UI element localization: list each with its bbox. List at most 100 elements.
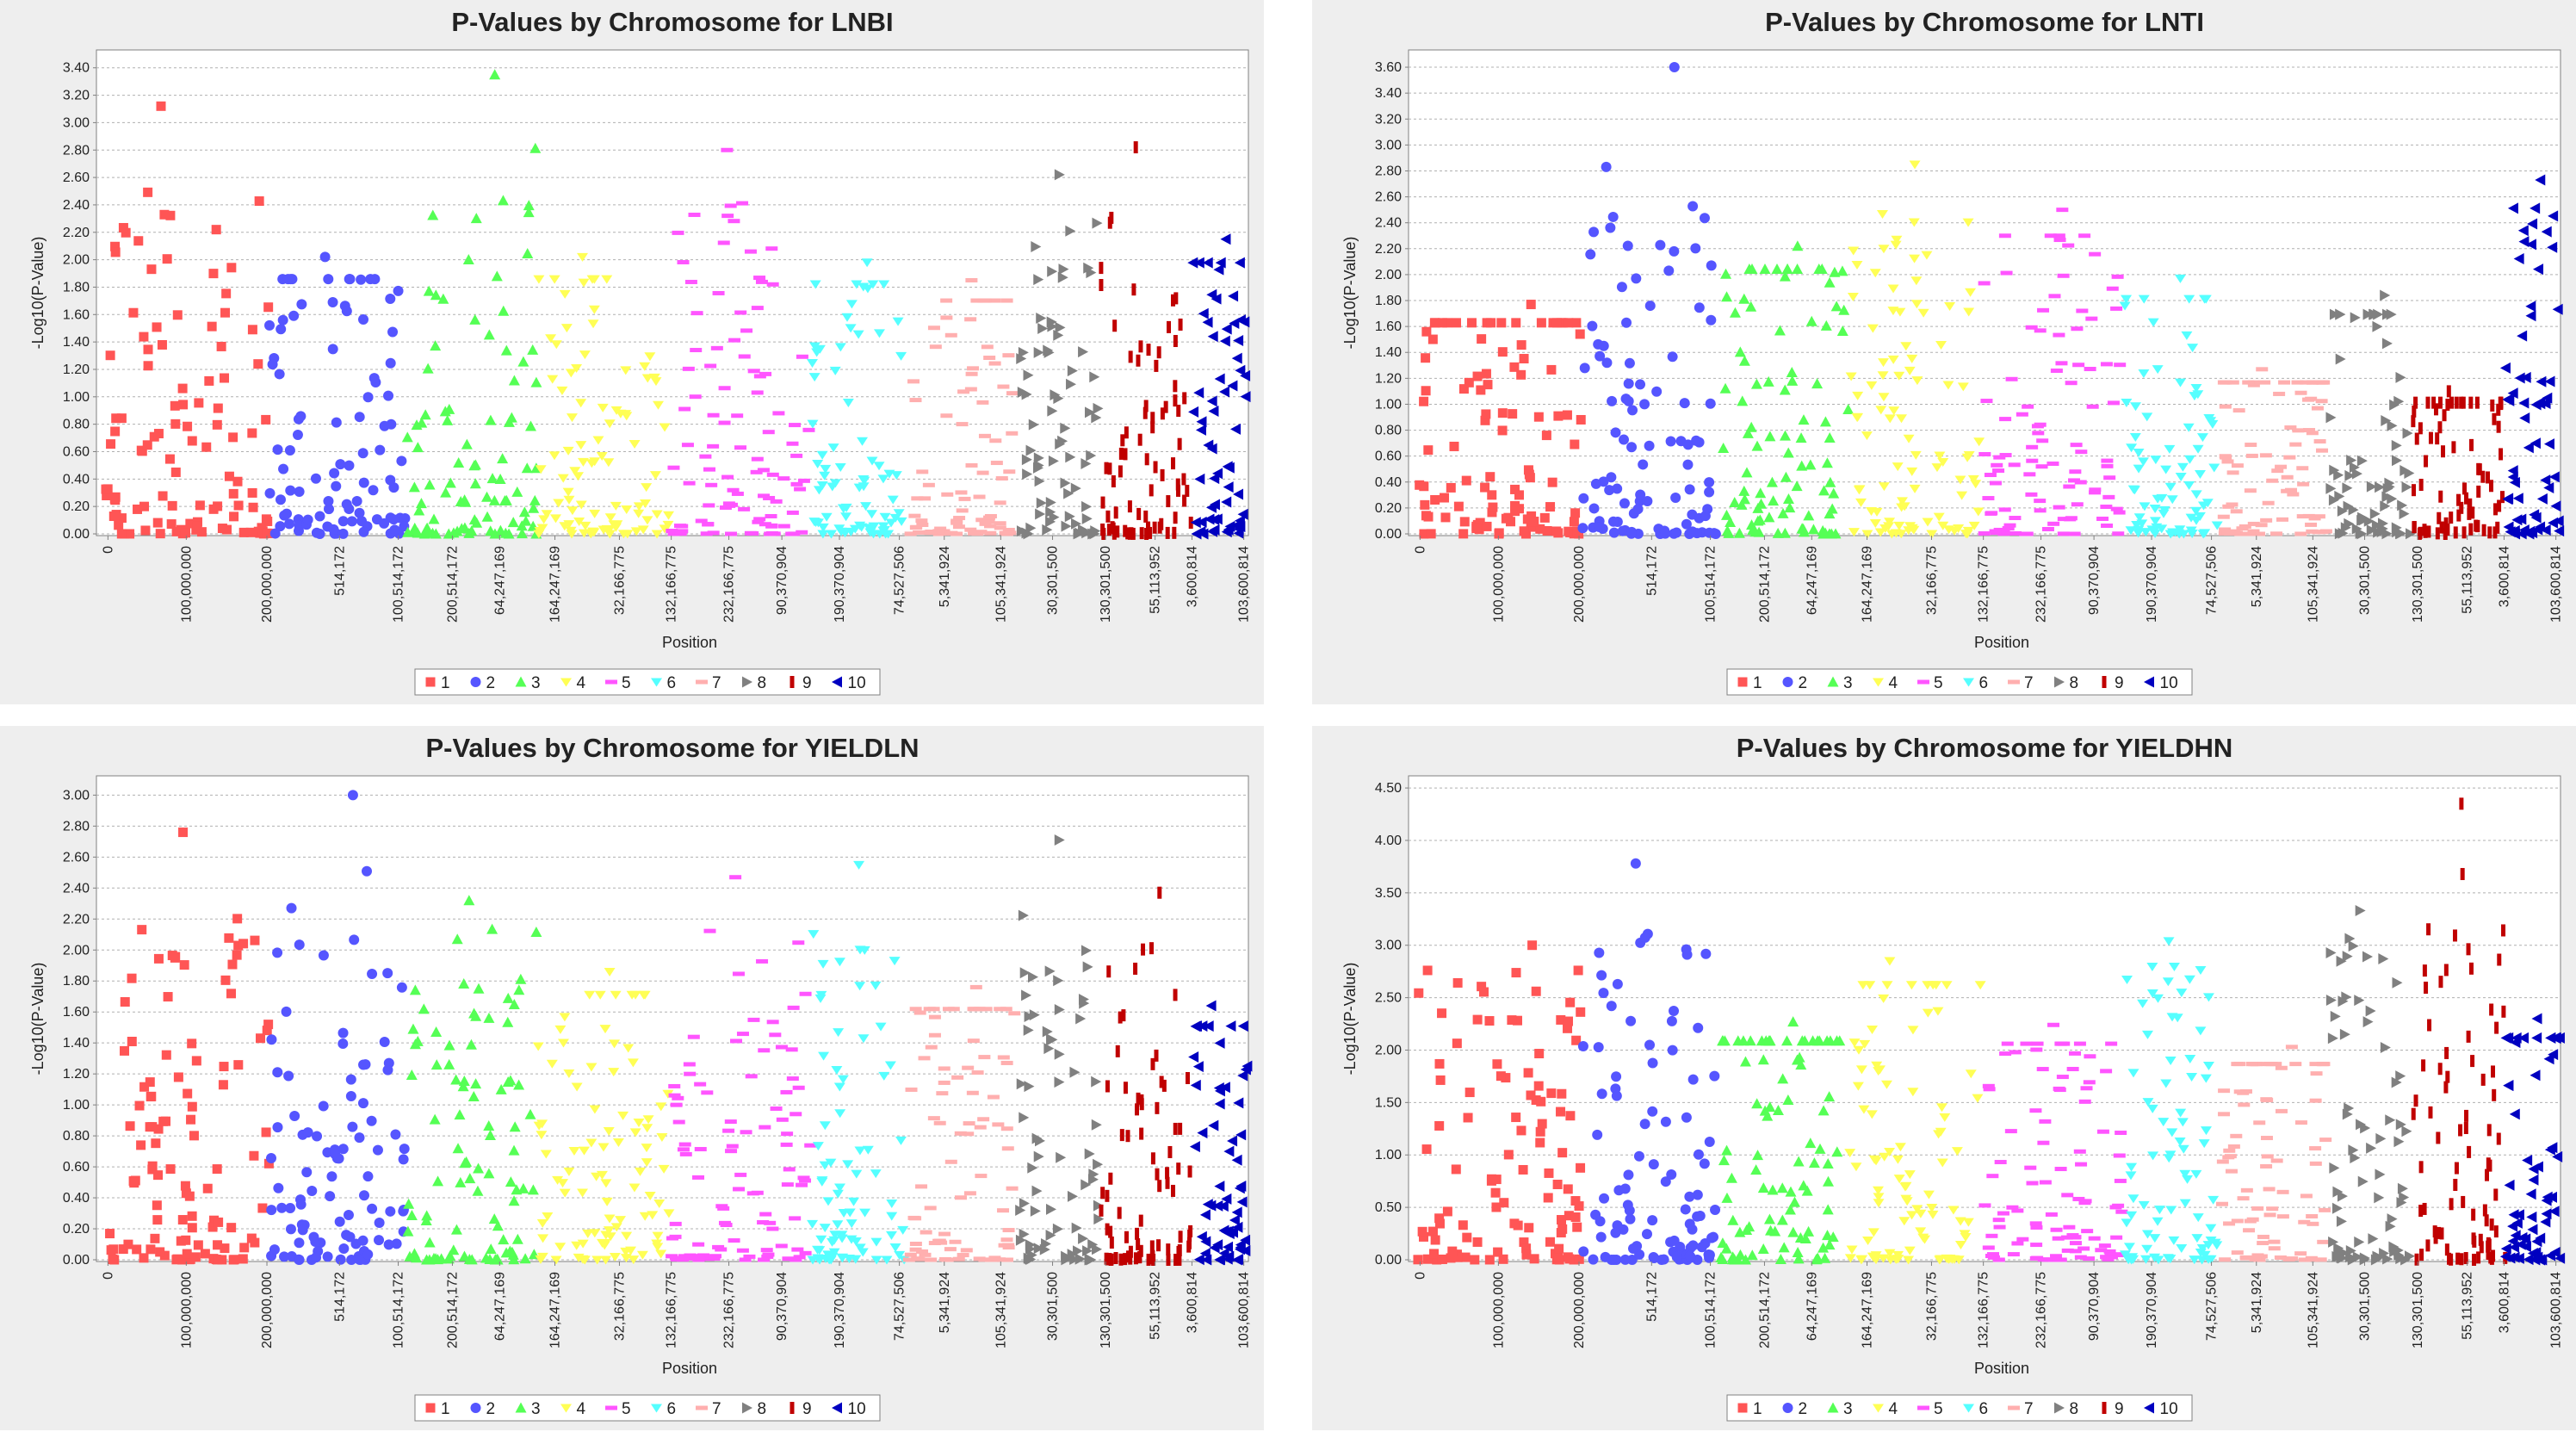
data-point-chr-4	[1886, 530, 1898, 539]
data-point-chr-6	[2194, 511, 2206, 521]
data-point-chr-7	[913, 530, 926, 535]
data-point-chr-10	[1240, 1234, 1251, 1246]
data-point-chr-7	[2278, 380, 2291, 385]
data-point-chr-5	[790, 453, 803, 458]
data-point-chr-6	[812, 1142, 824, 1151]
data-point-chr-3	[1772, 1104, 1784, 1115]
data-point-chr-3	[422, 363, 434, 374]
data-point-chr-6	[816, 481, 828, 491]
data-point-chr-2	[375, 444, 386, 456]
data-point-chr-1	[220, 975, 231, 985]
data-point-chr-5	[708, 1255, 721, 1261]
data-point-chr-2	[385, 1206, 396, 1217]
data-point-chr-5	[2050, 1227, 2063, 1232]
data-point-chr-5	[765, 246, 778, 251]
data-point-chr-8	[1081, 458, 1092, 470]
x-tick-label: 514,172	[332, 1272, 347, 1322]
data-point-chr-9	[2463, 1122, 2468, 1135]
data-point-chr-4	[1853, 486, 1865, 495]
data-point-chr-1	[1418, 1231, 1428, 1242]
data-point-chr-9	[2492, 1088, 2497, 1101]
data-point-chr-7	[936, 1091, 949, 1096]
y-tick-label: 2.80	[1375, 164, 1402, 178]
data-point-chr-1	[114, 520, 124, 530]
x-tick-label: 64,247,169	[492, 1272, 507, 1341]
data-point-chr-8	[1092, 217, 1103, 229]
data-point-chr-7	[2263, 1062, 2276, 1067]
data-point-chr-3	[500, 344, 512, 356]
data-point-chr-4	[608, 1068, 620, 1077]
data-point-chr-2	[331, 480, 342, 492]
data-point-chr-7	[2260, 518, 2273, 523]
data-point-chr-4	[1845, 372, 1857, 381]
data-point-chr-7	[2302, 513, 2315, 518]
data-point-chr-3	[1801, 1185, 1813, 1196]
data-point-chr-9	[2454, 396, 2459, 409]
data-point-chr-5	[2115, 1209, 2128, 1214]
data-point-chr-3	[423, 526, 435, 537]
data-point-chr-1	[159, 1250, 170, 1261]
data-point-chr-4	[1922, 518, 1934, 527]
data-point-chr-4	[577, 457, 589, 467]
data-point-chr-2	[284, 445, 295, 456]
data-point-chr-10	[2523, 528, 2535, 540]
data-point-chr-5	[2054, 1257, 2067, 1262]
data-point-chr-5	[672, 230, 684, 235]
data-point-chr-9	[2471, 1208, 2476, 1221]
data-point-chr-2	[335, 1254, 346, 1265]
data-point-chr-1	[1414, 988, 1424, 998]
data-point-chr-8	[2387, 1213, 2398, 1225]
data-point-chr-1	[186, 1114, 196, 1125]
data-point-chr-6	[820, 512, 833, 522]
data-point-chr-2	[1590, 478, 1601, 489]
peak-point-chr-4	[1884, 957, 1896, 966]
data-point-chr-9	[2449, 1198, 2454, 1211]
data-point-chr-10	[1190, 517, 1201, 529]
data-point-chr-2	[1706, 260, 1717, 271]
data-point-chr-3	[507, 517, 519, 528]
data-point-chr-4	[599, 1025, 611, 1034]
data-point-chr-5	[2110, 506, 2123, 511]
data-point-chr-8	[1025, 444, 1037, 456]
data-point-chr-9	[1136, 1251, 1142, 1264]
data-point-chr-2	[1669, 1005, 1680, 1016]
data-point-chr-1	[1421, 1144, 1432, 1155]
data-point-chr-4	[1934, 1255, 1946, 1265]
data-point-chr-7	[997, 1208, 1010, 1213]
data-point-chr-3	[1720, 509, 1732, 520]
data-point-chr-10	[1239, 316, 1250, 328]
data-point-chr-10	[1209, 514, 1220, 526]
data-point-chr-3	[1782, 493, 1794, 505]
data-point-chr-5	[2053, 332, 2065, 338]
data-point-chr-1	[125, 529, 135, 539]
data-point-chr-5	[724, 203, 737, 208]
x-tick-label: 103,600,814	[1237, 546, 1252, 623]
data-point-chr-5	[2085, 316, 2098, 321]
data-point-chr-3	[515, 973, 527, 984]
data-point-chr-10	[2536, 375, 2547, 387]
x-tick-label: 200,000,000	[1572, 546, 1587, 623]
data-point-chr-4	[1891, 235, 1903, 245]
data-point-chr-5	[2002, 526, 2015, 531]
data-point-chr-8	[1033, 274, 1044, 286]
x-tick-label: 74,527,506	[2205, 1272, 2220, 1341]
data-point-chr-3	[1771, 263, 1783, 275]
data-point-chr-1	[1539, 512, 1550, 523]
data-point-chr-6	[2183, 975, 2195, 984]
legend-label: 4	[577, 1400, 586, 1418]
data-point-chr-6	[877, 522, 889, 531]
data-point-chr-2	[358, 477, 369, 488]
data-point-chr-10	[1205, 1200, 1217, 1212]
data-point-chr-1	[238, 939, 249, 949]
data-point-chr-2	[337, 1144, 349, 1155]
data-point-chr-2	[295, 411, 307, 422]
data-point-chr-5	[725, 531, 738, 536]
data-point-chr-7	[2253, 1120, 2266, 1125]
data-point-chr-6	[2164, 482, 2177, 492]
data-point-chr-1	[187, 436, 197, 446]
data-point-chr-5	[1978, 1203, 1991, 1208]
data-point-chr-5	[715, 1204, 728, 1209]
data-point-chr-10	[2520, 371, 2531, 383]
data-point-chr-1	[1570, 1196, 1581, 1206]
data-point-chr-8	[1021, 388, 1032, 400]
